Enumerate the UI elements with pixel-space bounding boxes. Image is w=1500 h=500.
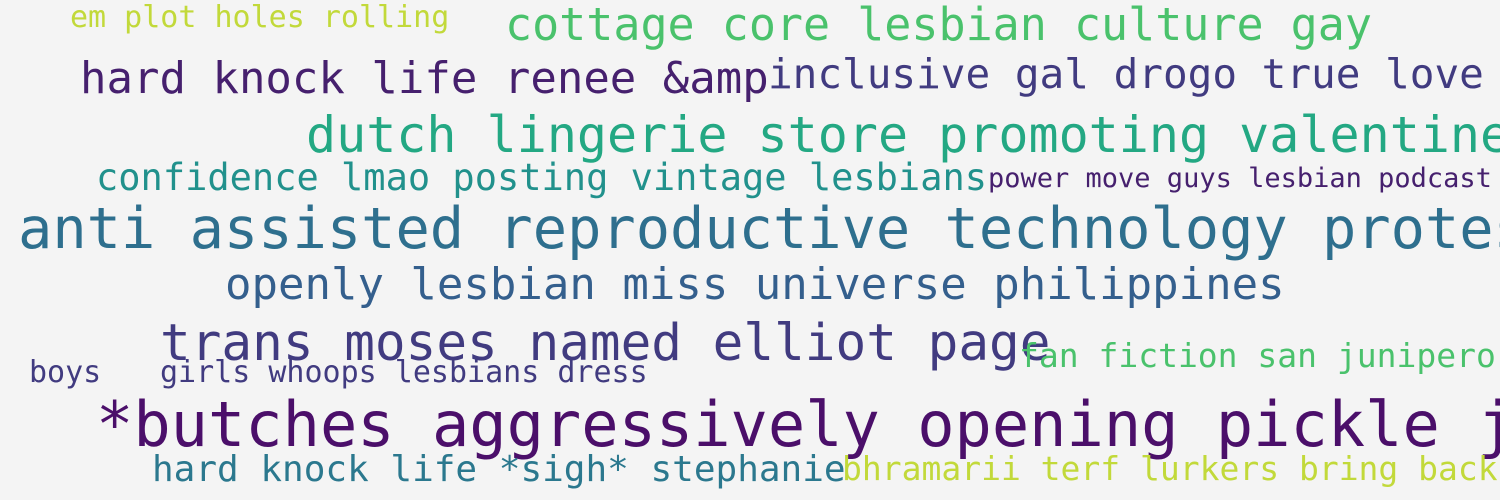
phrase-boys: boys [29, 355, 102, 390]
phrase-openly-lesbian-miss-universe: openly lesbian miss universe philippines [225, 259, 1285, 310]
phrase-cottage-core: cottage core lesbian culture gay [505, 0, 1372, 51]
phrase-em-plot-holes-rolling: em plot holes rolling [70, 0, 450, 35]
phrase-trans-moses: trans moses named elliot page [160, 314, 1051, 373]
phrase-hard-knock-life-stephanie: hard knock life *sigh* stephanie [152, 449, 846, 490]
phrase-confidence-lmao: confidence lmao posting vintage lesbians [96, 156, 988, 199]
phrase-girls-whoops: girls whoops lesbians dress [160, 355, 648, 390]
phrase-power-move-guys: power move guys lesbian podcast [988, 163, 1492, 194]
phrase-hard-knock-life-renee: hard knock life renee &amp [80, 53, 769, 104]
phrase-fan-fiction-san-junipero: fan fiction san junipero [1019, 336, 1496, 375]
phrase-butches-pickle-jars: *butches aggressively opening pickle jar… [96, 388, 1500, 461]
phrase-anti-assisted-reproductive: anti assisted reproductive technology pr… [18, 196, 1500, 262]
phrase-bhramarii-terf: bhramarii terf lurkers bring back [842, 449, 1498, 488]
phrase-inclusive-gal-drogo: inclusive gal drogo true love [768, 50, 1484, 98]
phrase-dutch-lingerie-store: dutch lingerie store promoting valentine [306, 106, 1500, 164]
